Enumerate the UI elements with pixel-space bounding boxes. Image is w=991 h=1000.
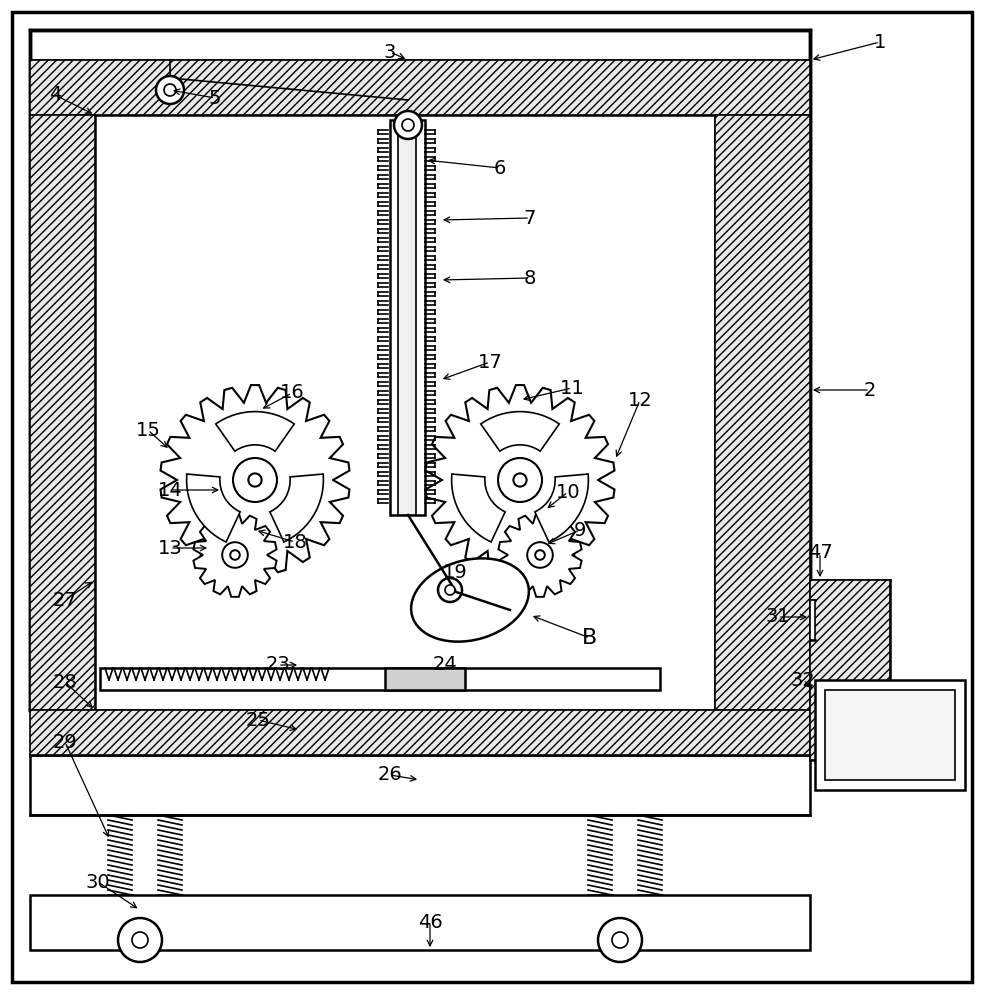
Text: 26: 26 (378, 766, 402, 784)
Bar (715, 115, 810, 710)
Text: 28: 28 (53, 672, 77, 692)
Circle shape (206, 526, 264, 584)
Text: 12: 12 (627, 390, 652, 410)
Wedge shape (452, 474, 505, 542)
Bar (715, 115, 810, 710)
Bar (810, 600, 815, 640)
Text: 18: 18 (282, 532, 307, 552)
Circle shape (402, 119, 414, 131)
Ellipse shape (411, 558, 529, 642)
Circle shape (438, 578, 462, 602)
Bar (30, 895, 810, 950)
Bar (30, 60, 810, 115)
Text: 30: 30 (85, 872, 110, 892)
Text: 32: 32 (791, 670, 816, 690)
Bar (30, 710, 810, 755)
Text: 31: 31 (766, 607, 791, 626)
Polygon shape (425, 385, 614, 575)
Circle shape (439, 399, 601, 561)
Bar (100, 668, 660, 690)
Bar (810, 580, 890, 760)
Bar (385, 668, 465, 690)
Bar (825, 690, 955, 780)
Text: 25: 25 (246, 710, 271, 730)
Text: 13: 13 (158, 538, 182, 558)
Circle shape (222, 542, 248, 568)
Circle shape (612, 932, 628, 948)
Wedge shape (216, 412, 294, 451)
Bar (95, 115, 715, 710)
Text: 24: 24 (433, 656, 458, 674)
Text: 10: 10 (556, 483, 581, 502)
Text: 29: 29 (53, 732, 77, 752)
Circle shape (394, 111, 422, 139)
Text: 1: 1 (874, 32, 886, 51)
Bar (815, 680, 965, 790)
Text: 16: 16 (279, 383, 304, 402)
Text: B: B (583, 628, 598, 648)
Text: 2: 2 (864, 380, 876, 399)
Text: 27: 27 (53, 590, 77, 609)
Bar (30, 60, 810, 115)
Circle shape (156, 76, 184, 104)
Bar (30, 115, 95, 710)
Circle shape (535, 550, 545, 560)
Circle shape (174, 399, 336, 561)
Bar (30, 115, 95, 710)
Circle shape (118, 918, 162, 962)
Wedge shape (535, 474, 589, 542)
Text: 15: 15 (136, 420, 161, 440)
Bar (810, 580, 890, 760)
Circle shape (249, 473, 262, 487)
Circle shape (513, 473, 526, 487)
Text: 47: 47 (808, 544, 832, 562)
Circle shape (233, 458, 277, 502)
Text: 8: 8 (524, 268, 536, 288)
Text: 4: 4 (49, 86, 61, 104)
Circle shape (445, 585, 455, 595)
Bar (398, 128, 416, 515)
Circle shape (230, 550, 240, 560)
Text: 6: 6 (494, 158, 506, 178)
Circle shape (598, 918, 642, 962)
Text: 5: 5 (209, 89, 221, 107)
Polygon shape (498, 513, 582, 597)
Text: 11: 11 (560, 378, 585, 397)
Text: 9: 9 (574, 520, 587, 540)
Circle shape (498, 458, 542, 502)
Text: 7: 7 (524, 209, 536, 228)
Text: 3: 3 (384, 42, 396, 62)
Circle shape (132, 932, 148, 948)
Circle shape (527, 542, 553, 568)
Circle shape (511, 526, 569, 584)
Bar (390, 120, 425, 515)
Text: 14: 14 (158, 481, 182, 499)
Wedge shape (186, 474, 240, 542)
Bar (30, 30, 810, 710)
Wedge shape (270, 474, 323, 542)
Polygon shape (193, 513, 276, 597)
Text: 23: 23 (266, 656, 290, 674)
Circle shape (164, 84, 176, 96)
Text: 19: 19 (443, 562, 468, 582)
Bar (30, 755, 810, 815)
Wedge shape (481, 412, 559, 451)
Text: 46: 46 (417, 912, 442, 932)
Polygon shape (161, 385, 350, 575)
Bar (30, 710, 810, 755)
Text: 17: 17 (478, 353, 502, 371)
